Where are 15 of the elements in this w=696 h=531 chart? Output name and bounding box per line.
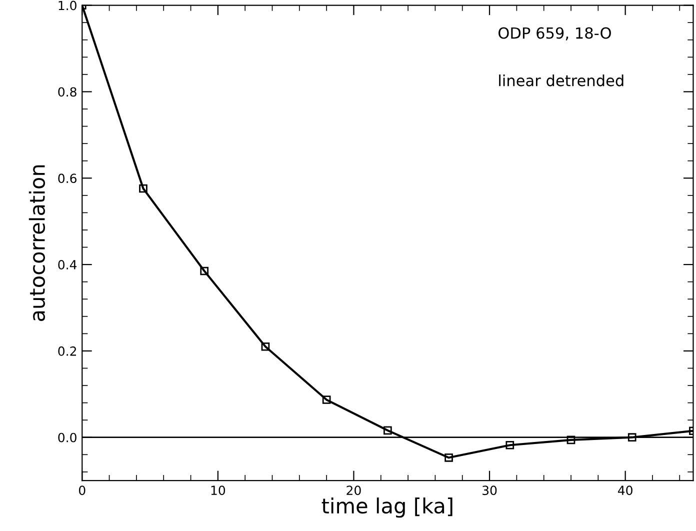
annotation: linear detrended	[499, 74, 624, 86]
annotation: ODP 659, 18-O	[498, 27, 611, 40]
x-tick-label: 10	[211, 486, 226, 496]
y-tick-label: 1.0	[58, 0, 76, 10]
x-tick-label: 0	[78, 486, 86, 496]
y-tick-label: 0.4	[58, 260, 77, 270]
y-tick-label: 0.2	[58, 346, 76, 356]
x-axis-title: time lag [ka]	[322, 498, 452, 518]
x-tick-label: 30	[482, 486, 497, 496]
y-tick-label: 0.8	[58, 87, 76, 97]
y-tick-label: 0.0	[58, 432, 76, 442]
y-tick-label: 0.6	[58, 174, 76, 184]
x-tick-label: 40	[618, 486, 632, 496]
y-axis-title: autocorrelation	[28, 165, 46, 322]
x-tick-label: 20	[346, 486, 361, 496]
